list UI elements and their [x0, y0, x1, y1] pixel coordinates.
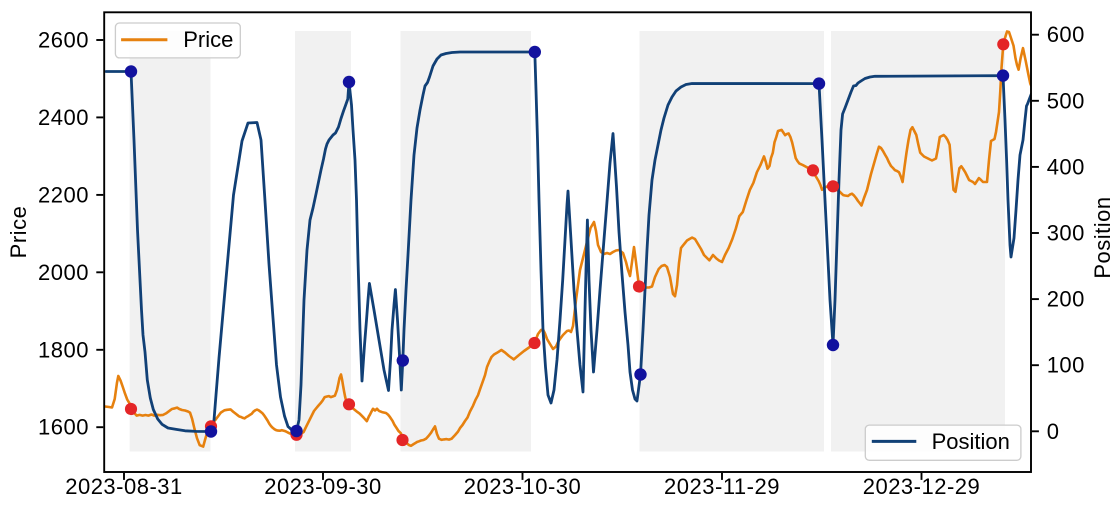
svg-text:2023-12-29: 2023-12-29	[863, 474, 981, 499]
svg-text:2023-09-30: 2023-09-30	[264, 474, 382, 499]
svg-text:100: 100	[1047, 353, 1085, 378]
svg-text:200: 200	[1047, 287, 1085, 312]
svg-text:Price: Price	[6, 206, 31, 259]
svg-text:500: 500	[1047, 88, 1085, 113]
svg-text:0: 0	[1047, 419, 1060, 444]
svg-text:2023-10-30: 2023-10-30	[464, 474, 582, 499]
svg-text:2200: 2200	[38, 182, 89, 207]
svg-text:Position: Position	[932, 429, 1010, 454]
svg-text:300: 300	[1047, 221, 1085, 246]
svg-text:1800: 1800	[38, 337, 89, 362]
svg-text:2600: 2600	[38, 28, 89, 53]
svg-text:Position: Position	[1090, 196, 1115, 278]
svg-text:Price: Price	[183, 27, 233, 52]
svg-text:2400: 2400	[38, 105, 89, 130]
svg-text:2023-08-31: 2023-08-31	[65, 474, 183, 499]
svg-text:2000: 2000	[38, 260, 89, 285]
svg-text:2023-11-29: 2023-11-29	[664, 474, 780, 499]
svg-text:1600: 1600	[38, 415, 89, 440]
svg-text:400: 400	[1047, 154, 1085, 179]
svg-text:600: 600	[1047, 22, 1085, 47]
